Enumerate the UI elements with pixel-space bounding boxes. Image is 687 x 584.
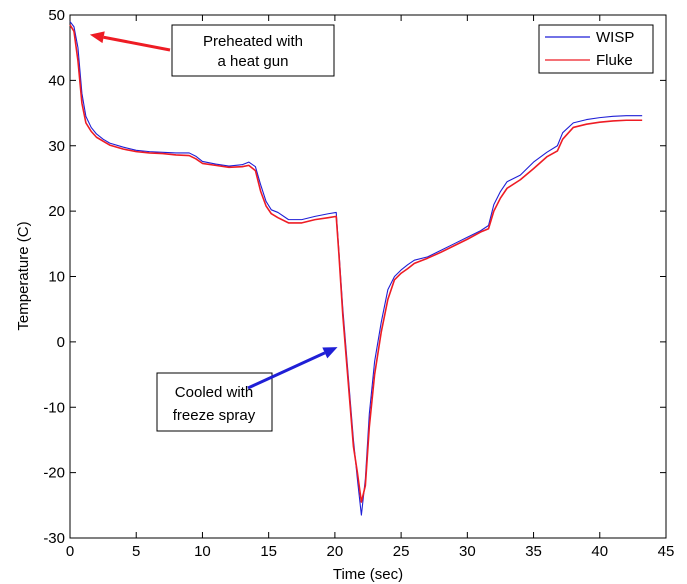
y-tick-label: 20 (48, 203, 65, 220)
y-tick-label: -10 (43, 399, 65, 416)
legend-box (538, 24, 654, 74)
y-tick-label: 10 (48, 269, 65, 286)
legend-label-wisp: WISP (596, 29, 634, 46)
x-tick-label: 45 (658, 543, 675, 560)
annotation-cooled-box (156, 372, 273, 432)
annotation-cooled-arrow (247, 351, 326, 390)
annotation-cooled-line-2: freeze spray (173, 407, 256, 424)
annotation-preheated-box (171, 24, 335, 77)
x-axis-ticks: 0 5 10 15 20 25 30 35 40 45 (66, 15, 675, 560)
legend-label-fluke: Fluke (596, 52, 633, 69)
y-tick-label: 40 (48, 72, 65, 89)
y-axis-ticks: -30 -20 -10 0 10 20 30 40 50 (43, 7, 666, 547)
series-layer (69, 21, 643, 516)
y-axis-title: Temperature (C) (15, 221, 32, 330)
legend: WISP Fluke (538, 24, 654, 74)
x-tick-label: 0 (66, 543, 74, 560)
x-tick-label: 30 (459, 543, 476, 560)
annotation-preheated-line-2: a heat gun (218, 53, 289, 70)
x-tick-label: 10 (194, 543, 211, 560)
x-tick-label: 20 (327, 543, 344, 560)
series-line-fluke (69, 24, 643, 503)
y-tick-label: 30 (48, 138, 65, 155)
annotation-preheated-arrow (103, 35, 171, 52)
annotation-cooled-line-1: Cooled with (175, 384, 253, 401)
x-tick-label: 40 (591, 543, 608, 560)
x-tick-label: 35 (525, 543, 542, 560)
annotation-cooled: Cooled with freeze spray (156, 347, 338, 432)
x-tick-label: 5 (132, 543, 140, 560)
x-tick-label: 25 (393, 543, 410, 560)
x-axis-title: Time (sec) (333, 566, 403, 583)
annotation-preheated: Preheated with a heat gun (89, 24, 335, 77)
annotation-preheated-arrowhead (89, 31, 105, 44)
annotation-cooled-arrowhead (322, 347, 338, 359)
y-tick-label: 50 (48, 7, 65, 24)
annotation-preheated-line-1: Preheated with (203, 33, 303, 50)
y-tick-label: -20 (43, 465, 65, 482)
y-tick-label: -30 (43, 530, 65, 547)
plot-area (69, 14, 667, 539)
x-tick-label: 15 (260, 543, 277, 560)
y-tick-label: 0 (57, 334, 65, 351)
